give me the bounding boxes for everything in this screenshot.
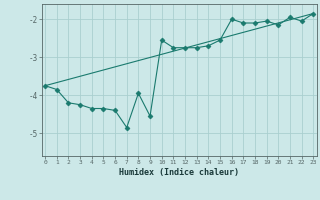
X-axis label: Humidex (Indice chaleur): Humidex (Indice chaleur) xyxy=(119,168,239,177)
